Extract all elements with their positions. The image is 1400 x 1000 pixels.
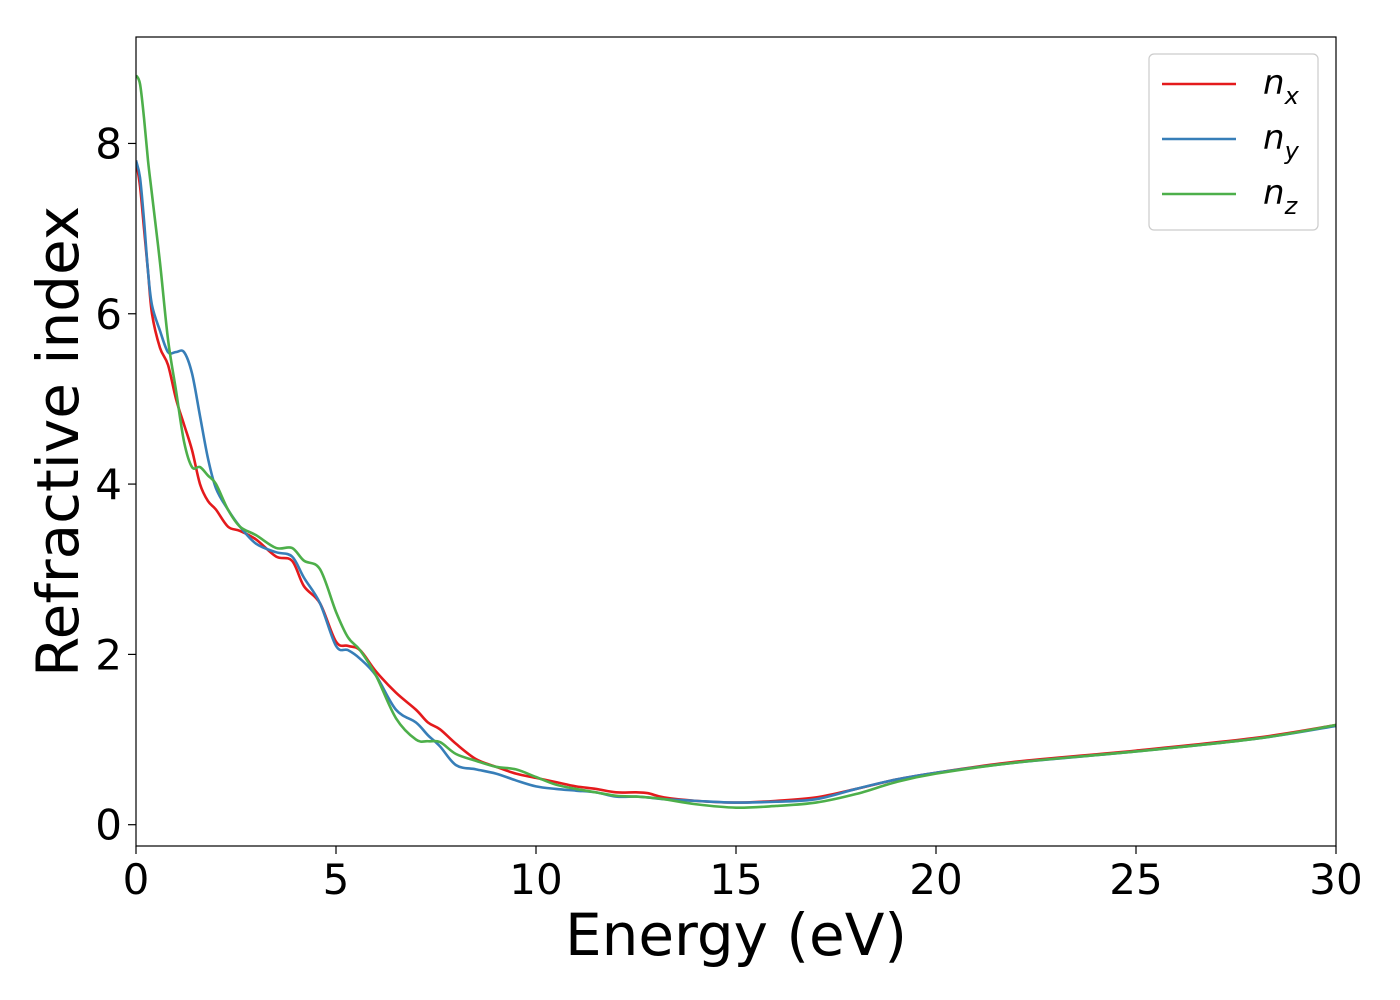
y-axis-label: Refractive index [24,206,92,677]
series-line-z [136,74,1336,810]
y-tick-label: 2 [95,630,122,679]
x-axis-label: Energy (eV) [565,901,907,969]
y-tick-label: 0 [95,801,122,850]
x-tick-label: 25 [1109,855,1162,904]
x-tick-label: 30 [1309,855,1362,904]
legend: nx ny nz [1148,53,1319,231]
series-line-y [136,160,1336,804]
series-layer [136,74,1336,810]
x-tick-label: 0 [123,855,150,904]
y-tick-label: 4 [95,460,122,509]
y-tick-label: 6 [95,290,122,339]
x-tick-label: 20 [909,855,962,904]
x-tick-label: 10 [509,855,562,904]
x-axis: 0 5 10 15 20 25 30 [123,846,1363,904]
y-axis: 0 2 4 6 8 [95,119,136,850]
legend-box [1148,53,1319,231]
legend-label-x: nx [1263,63,1300,110]
x-tick-label: 5 [323,855,350,904]
legend-label-y: ny [1263,118,1300,165]
x-tick-label: 15 [709,855,762,904]
legend-label-z: nz [1263,173,1299,220]
y-tick-label: 8 [95,119,122,168]
